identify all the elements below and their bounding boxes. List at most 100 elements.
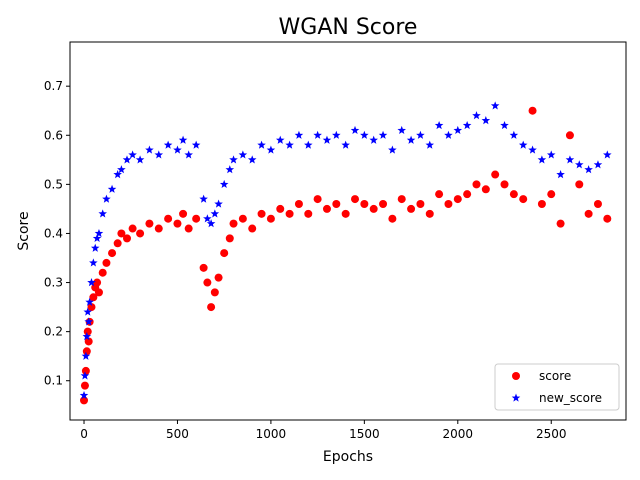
- data-point: [82, 347, 91, 356]
- data-point: [332, 200, 341, 208]
- data-point: [285, 140, 294, 149]
- data-point: [276, 204, 285, 213]
- data-point: [163, 140, 173, 149]
- data-point: [603, 150, 612, 159]
- data-point: [81, 351, 91, 360]
- data-point: [490, 101, 500, 110]
- data-point: [556, 219, 565, 228]
- data-point: [117, 229, 126, 238]
- legend: score new_score: [494, 363, 620, 411]
- y-tick-label: 0.6: [44, 128, 63, 142]
- data-point: [378, 130, 388, 139]
- data-point: [90, 243, 100, 252]
- data-point: [481, 185, 490, 194]
- data-point: [537, 155, 547, 164]
- data-point: [491, 170, 500, 179]
- plot-frame: [69, 41, 627, 421]
- data-point: [275, 135, 285, 144]
- data-point: [603, 214, 612, 223]
- data-point: [266, 145, 276, 154]
- data-point: [102, 258, 111, 267]
- data-point: [98, 268, 107, 277]
- y-axis: 0.1 0.2 0.3 0.4 0.5 0.6 0.7: [44, 79, 70, 388]
- data-point: [388, 214, 397, 223]
- data-point: [135, 155, 145, 164]
- y-axis-label: Score: [16, 211, 32, 250]
- data-point: [128, 150, 137, 159]
- x-axis-label: Epochs: [323, 449, 373, 465]
- data-point: [154, 224, 163, 233]
- data-point: [294, 130, 304, 139]
- x-tick-label: 2500: [536, 427, 567, 441]
- x-tick-label: 0: [80, 427, 88, 441]
- data-point: [80, 396, 89, 405]
- data-point: [85, 297, 94, 306]
- data-point: [179, 209, 188, 218]
- data-point: [351, 195, 360, 204]
- data-point: [89, 258, 98, 267]
- data-point: [238, 150, 248, 159]
- data-point: [84, 337, 93, 346]
- y-tick-label: 0.1: [44, 374, 63, 388]
- data-point: [360, 130, 369, 139]
- data-point: [388, 145, 397, 154]
- data-point: [304, 209, 313, 218]
- x-axis: 0 500 1000 1500 2000 2500: [80, 420, 567, 441]
- data-point: [203, 214, 212, 223]
- data-point: [322, 204, 331, 213]
- data-point: [136, 229, 145, 238]
- data-point: [294, 200, 303, 208]
- data-point: [207, 303, 216, 312]
- data-point: [210, 288, 219, 297]
- data-point: [313, 195, 322, 204]
- data-point: [472, 111, 481, 120]
- data-point: [123, 234, 132, 243]
- data-point: [518, 140, 528, 149]
- data-point: [219, 179, 229, 188]
- data-point: [341, 209, 350, 218]
- data-point: [257, 140, 266, 149]
- data-point: [565, 131, 574, 140]
- data-point: [509, 130, 519, 139]
- data-point: [463, 190, 472, 199]
- data-point: [225, 234, 234, 243]
- data-point: [94, 228, 104, 238]
- data-point: [416, 200, 425, 208]
- data-point: [82, 332, 92, 341]
- data-point: [509, 190, 518, 199]
- y-tick-label: 0.5: [44, 177, 63, 191]
- data-point: [79, 390, 89, 400]
- data-point: [322, 135, 332, 144]
- data-point: [94, 288, 103, 297]
- data-point: [84, 317, 93, 326]
- data-point: [184, 150, 193, 159]
- data-point: [107, 184, 117, 193]
- data-point: [397, 195, 406, 204]
- data-point: [528, 145, 537, 154]
- data-point: [593, 160, 603, 169]
- data-point: [547, 190, 556, 199]
- data-point: [481, 116, 491, 125]
- legend-marker-new-score: [511, 393, 521, 402]
- data-point: [500, 180, 509, 189]
- data-point: [584, 209, 593, 218]
- data-point: [184, 224, 193, 233]
- data-point: [397, 125, 407, 134]
- data-point: [593, 200, 602, 208]
- data-point: [128, 224, 137, 233]
- data-point: [203, 278, 212, 287]
- data-point: [92, 233, 102, 242]
- data-point: [444, 200, 453, 208]
- data-point: [192, 214, 201, 223]
- data-point: [102, 194, 111, 203]
- x-tick-label: 1500: [349, 427, 380, 441]
- legend-label-score: score: [539, 369, 571, 383]
- data-point: [332, 130, 341, 139]
- legend-label-new-score: new_score: [539, 391, 602, 405]
- data-point: [210, 209, 220, 218]
- data-point: [425, 209, 434, 218]
- data-point: [83, 327, 92, 336]
- data-point: [173, 145, 182, 154]
- data-point: [537, 200, 546, 208]
